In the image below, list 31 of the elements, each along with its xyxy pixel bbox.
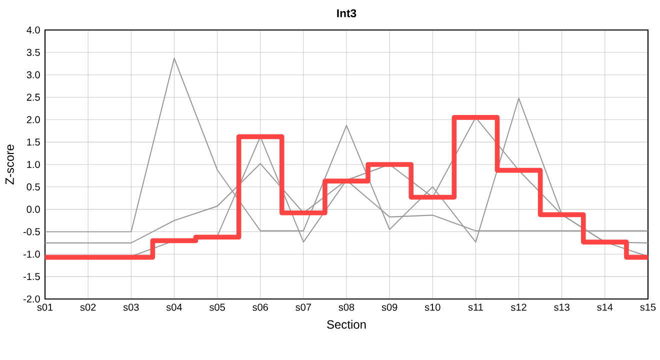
y-tick-label: 1.0 [27, 160, 40, 168]
x-tick-label: s04 [166, 304, 182, 311]
y-tick-label: 0.5 [26, 183, 40, 190]
x-tick-label: s14 [597, 304, 613, 311]
y-tick-label: 0.0 [26, 206, 40, 213]
x-axis-title: Section [327, 320, 366, 329]
x-tick-label: s12 [510, 304, 526, 311]
y-tick-label: -1.0 [24, 250, 40, 258]
x-tick-label: s07 [296, 304, 311, 311]
y-tick-label: 3.5 [26, 48, 40, 56]
x-tick-label: s13 [554, 304, 570, 311]
y-tick-label: 3.0 [26, 71, 40, 78]
x-tick-label: s11 [468, 304, 483, 311]
y-tick-label: 4.0 [26, 26, 40, 34]
x-tick-label: s08 [338, 304, 354, 311]
chart-title: Int3 [337, 9, 356, 18]
x-tick-label: s15 [640, 304, 656, 311]
y-tick-label: -0.5 [24, 228, 40, 236]
x-tick-label: s06 [252, 304, 268, 311]
x-tick-label: s09 [382, 304, 398, 311]
y-tick-label: 2.5 [26, 94, 40, 101]
x-tick-label: s02 [80, 304, 96, 311]
x-tick-label: s01 [37, 304, 53, 311]
y-axis-title: Z-score [6, 144, 14, 184]
y-tick-label: 1.5 [27, 138, 40, 146]
y-tick-label: -2.0 [24, 295, 40, 303]
y-tick-label: 2.0 [26, 116, 40, 124]
x-tick-label: s03 [123, 304, 139, 311]
x-tick-label: s10 [424, 304, 440, 311]
x-tick-label: s05 [210, 304, 225, 311]
y-tick-label: -1.5 [24, 273, 40, 280]
